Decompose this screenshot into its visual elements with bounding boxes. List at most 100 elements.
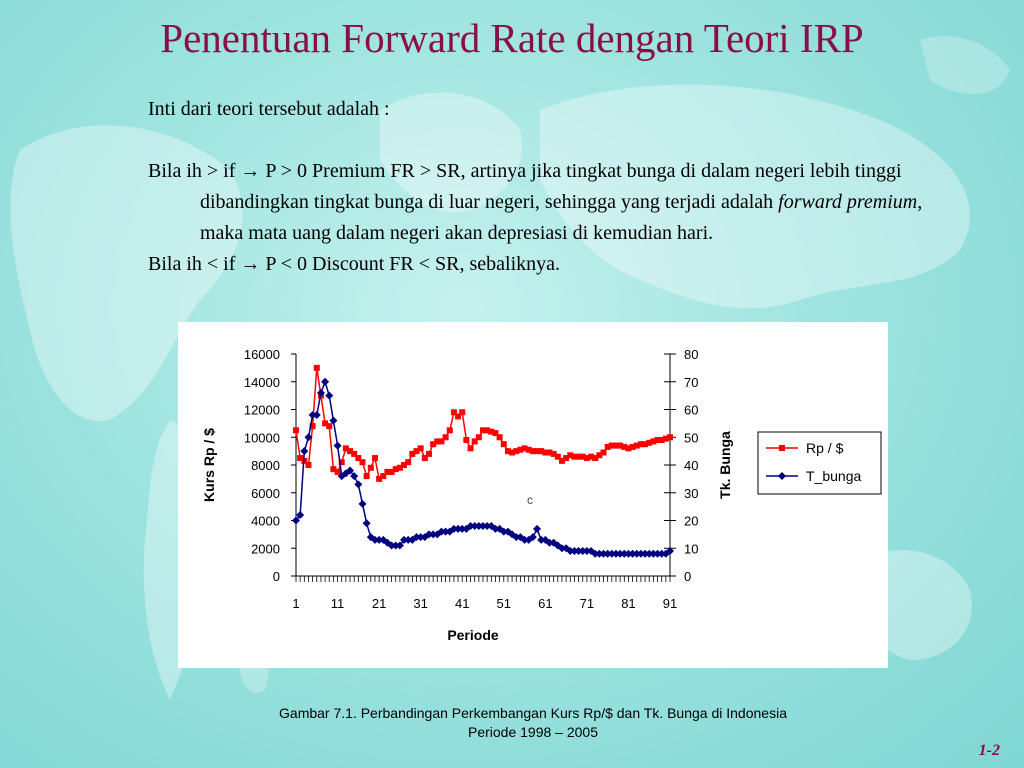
page-number: 1-2 xyxy=(978,742,1000,759)
data-point-bunga xyxy=(375,535,384,544)
data-point-kurs xyxy=(604,443,611,450)
data-point-kurs xyxy=(405,459,412,466)
data-point-kurs xyxy=(430,441,437,448)
data-point-bunga xyxy=(528,533,537,542)
rule2-before: Bila ih < if xyxy=(148,253,241,275)
data-point-kurs xyxy=(558,457,565,464)
data-point-bunga xyxy=(312,411,321,420)
data-point-bunga xyxy=(325,391,334,400)
data-point-kurs xyxy=(434,438,441,445)
data-point-kurs xyxy=(293,427,299,434)
data-point-bunga xyxy=(620,549,629,558)
data-point-bunga xyxy=(424,530,433,539)
data-point-kurs xyxy=(384,468,391,475)
data-point-bunga xyxy=(470,522,479,531)
y-axis-left-title: Kurs Rp / $ xyxy=(201,428,217,502)
data-point-kurs xyxy=(380,473,387,480)
data-point-kurs xyxy=(471,438,478,445)
data-point-bunga xyxy=(574,547,583,556)
data-point-kurs xyxy=(367,464,374,471)
series-line-kurs xyxy=(295,367,671,481)
chart-container: 0 2000 4000 6000 8000 10000 12000 14000 16000 0 10… xyxy=(178,322,888,668)
data-point-kurs xyxy=(608,442,615,449)
data-point-kurs xyxy=(588,453,595,460)
data-point-kurs xyxy=(513,448,520,455)
data-point-bunga xyxy=(591,549,600,558)
data-point-kurs xyxy=(351,450,358,457)
data-point-kurs xyxy=(554,453,561,460)
data-point-bunga xyxy=(603,549,612,558)
data-point-kurs xyxy=(637,441,644,448)
data-point-kurs xyxy=(650,438,657,445)
rule1-end: , maka mata uang dalam negeri akan depre… xyxy=(200,191,923,244)
data-point-kurs xyxy=(571,453,578,460)
data-point-bunga xyxy=(666,547,674,556)
data-point-kurs xyxy=(421,455,428,462)
x-axis-title: Periode xyxy=(447,627,499,643)
data-point-kurs xyxy=(480,427,486,434)
data-point-kurs xyxy=(475,434,482,441)
data-point-bunga xyxy=(537,535,546,544)
data-point-kurs xyxy=(550,450,557,457)
left-tick-label: 6000 xyxy=(251,486,280,501)
data-point-kurs xyxy=(342,445,349,452)
data-point-bunga xyxy=(354,480,363,489)
data-point-bunga xyxy=(387,541,396,550)
rule1-before: Bila ih > if xyxy=(148,160,241,182)
data-point-kurs xyxy=(322,420,329,427)
data-point-bunga xyxy=(483,522,492,531)
right-tick-label: 0 xyxy=(684,569,691,584)
data-point-kurs xyxy=(642,441,649,448)
x-tick-label: 31 xyxy=(413,596,427,611)
data-point-bunga xyxy=(449,524,458,533)
data-point-bunga xyxy=(350,472,359,481)
data-point-bunga xyxy=(321,377,330,386)
data-point-bunga xyxy=(599,549,608,558)
data-point-bunga xyxy=(566,547,575,556)
data-point-kurs xyxy=(371,455,378,462)
data-point-kurs xyxy=(662,435,669,442)
left-tick-label: 10000 xyxy=(244,430,280,445)
legend-marker-square xyxy=(779,445,785,451)
data-point-bunga xyxy=(316,388,325,397)
data-point-bunga xyxy=(362,519,371,528)
left-tick-label: 4000 xyxy=(251,514,280,529)
data-point-bunga xyxy=(578,547,587,556)
data-point-bunga xyxy=(445,527,454,536)
data-point-bunga xyxy=(400,535,409,544)
rule2-after: P < 0 Discount FR < SR, sebaliknya. xyxy=(260,253,560,275)
caption-line-2: Periode 1998 – 2005 xyxy=(468,724,598,740)
data-point-kurs xyxy=(467,445,474,452)
data-point-bunga xyxy=(366,533,375,542)
data-point-bunga xyxy=(520,535,529,544)
data-point-bunga xyxy=(611,549,620,558)
data-point-kurs xyxy=(297,455,304,462)
data-point-kurs xyxy=(463,437,470,444)
data-point-kurs xyxy=(401,462,408,468)
data-point-bunga xyxy=(300,447,309,456)
data-point-bunga xyxy=(329,416,338,425)
data-point-bunga xyxy=(474,522,483,531)
data-point-bunga xyxy=(641,549,650,558)
data-point-bunga xyxy=(516,533,525,542)
legend-marker-diamond xyxy=(778,472,786,480)
data-point-bunga xyxy=(645,549,654,558)
data-point-bunga xyxy=(653,549,662,558)
arrow-icon: → xyxy=(240,253,261,275)
data-point-kurs xyxy=(500,441,507,448)
data-point-bunga xyxy=(512,533,521,542)
data-point-bunga xyxy=(541,535,550,544)
data-point-kurs xyxy=(567,452,574,459)
data-point-bunga xyxy=(358,499,367,508)
data-point-bunga xyxy=(607,549,616,558)
data-point-bunga xyxy=(491,524,500,533)
data-point-bunga xyxy=(628,549,637,558)
data-point-bunga xyxy=(570,547,579,556)
data-point-kurs xyxy=(334,468,341,475)
caption-line-1: Gambar 7.1. Perbandingan Perkembangan Ku… xyxy=(279,705,787,721)
data-point-bunga xyxy=(304,433,313,442)
data-point-kurs xyxy=(654,437,661,444)
data-point-kurs xyxy=(392,466,399,473)
data-point-bunga xyxy=(557,544,566,553)
legend-box xyxy=(757,431,882,495)
